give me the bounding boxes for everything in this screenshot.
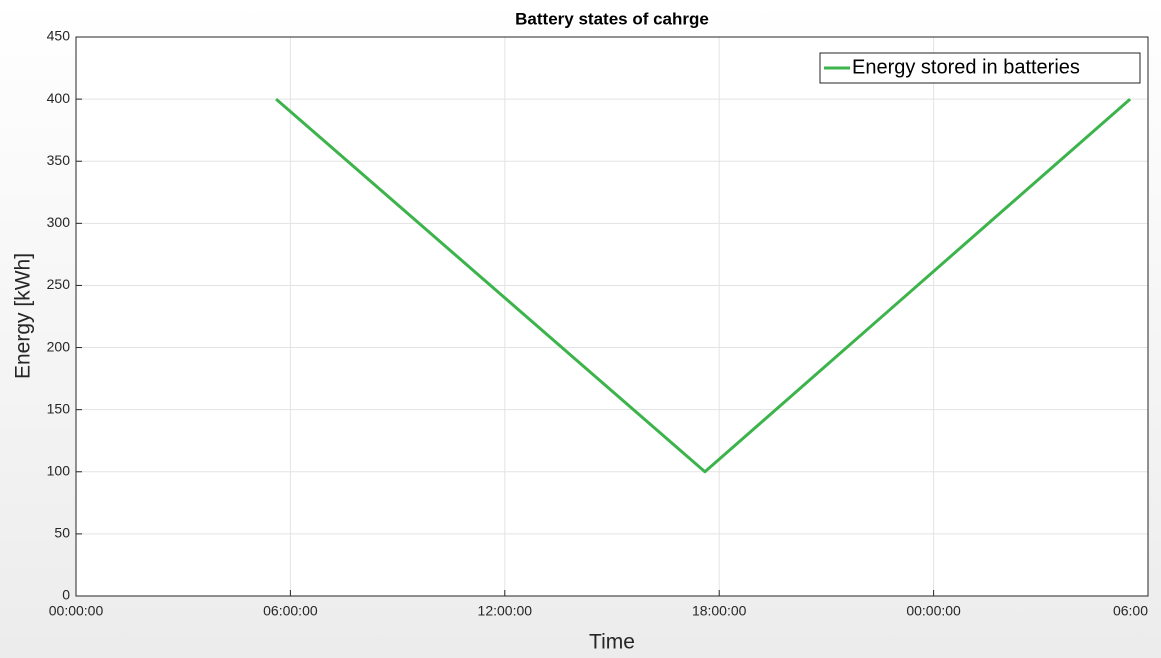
plot-area (76, 37, 1148, 596)
y-tick-label: 100 (47, 462, 71, 478)
y-tick-label: 250 (47, 276, 71, 292)
x-tick-label: 00:00:00 (906, 603, 961, 619)
y-tick-label: 400 (47, 90, 71, 106)
x-tick-label: 06:00 (1113, 603, 1148, 619)
x-tick-label: 00:00:00 (49, 603, 104, 619)
axes-box (75, 36, 1149, 597)
x-tick-label: 18:00:00 (692, 603, 747, 619)
y-tick-label: 150 (47, 400, 71, 416)
y-tick-label: 300 (47, 214, 71, 230)
y-tick-label: 50 (54, 525, 70, 541)
x-axis-label: Time (589, 631, 635, 654)
data-line (275, 97, 1132, 474)
x-tick-label: 06:00:00 (263, 603, 318, 619)
legend-box (819, 52, 1141, 84)
y-tick-label: 350 (47, 152, 71, 168)
y-tick-label: 0 (62, 587, 70, 603)
y-axis-label: Energy [kWh] (12, 253, 35, 379)
y-tick-label: 200 (47, 338, 71, 354)
y-tick-label: 450 (47, 28, 71, 44)
chart-title: Battery states of cahrge (515, 9, 709, 28)
legend-label: Energy stored in batteries (852, 56, 1080, 78)
x-tick-label: 12:00:00 (478, 603, 533, 619)
